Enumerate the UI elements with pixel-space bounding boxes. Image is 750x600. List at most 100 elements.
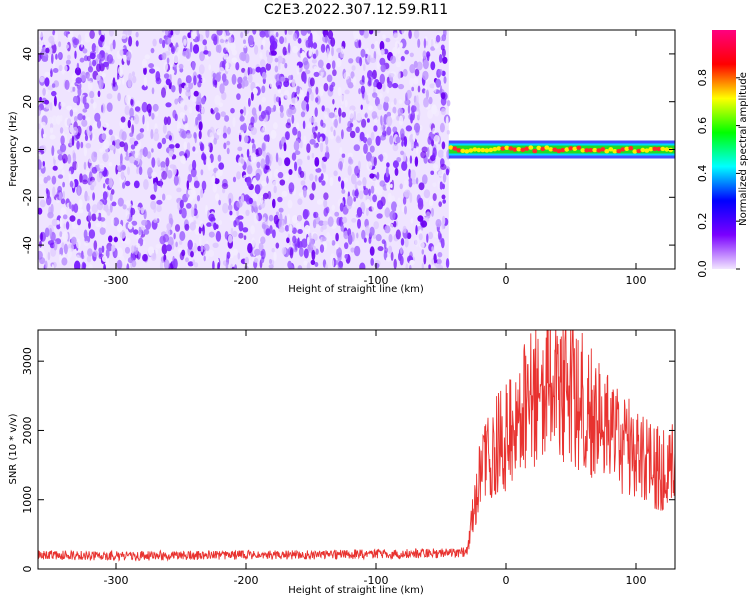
spectrogram-cell: [359, 57, 363, 67]
spectrogram-cell: [108, 235, 113, 243]
spectrogram-cell: [201, 97, 206, 105]
spectrogram-cell: [415, 177, 419, 185]
spectrogram-cell: [379, 153, 384, 163]
spectrogram-cell: [388, 234, 393, 243]
spectrogram-cell: [397, 47, 401, 55]
spectrogram-cell: [296, 158, 303, 166]
spectrogram-cell: [101, 30, 105, 36]
spectrogram-cell: [312, 31, 318, 40]
spectrogram-cell: [102, 152, 109, 163]
spectrogram-cell: [343, 71, 350, 80]
spectrogram-cell: [306, 143, 311, 154]
spectrogram-cell: [311, 249, 316, 261]
spectrogram-cell: [250, 127, 257, 135]
spectrogram-cell: [189, 41, 193, 53]
spectrogram-cell: [440, 96, 447, 106]
spectrogram-cell: [138, 166, 143, 175]
spectrogram-cell: [95, 222, 101, 228]
spectrogram-cell: [130, 98, 134, 106]
spectrogram-cell: [222, 30, 226, 40]
spectrogram-cell: [440, 92, 446, 100]
spectrogram-cell: [124, 180, 131, 187]
spectrogram-cell: [313, 211, 319, 218]
spectrogram-cell: [341, 153, 346, 158]
spectrogram-cell: [84, 33, 90, 41]
spectrogram-cell: [356, 207, 363, 218]
spectrogram-cell: [240, 31, 244, 39]
spectrogram-cell: [276, 105, 282, 113]
spectrogram-cell: [186, 86, 191, 93]
spectrogram-cell: [106, 93, 113, 100]
spectrogram-cell: [166, 244, 172, 252]
spectrogram-cell: [385, 166, 389, 178]
spectrogram-cell: [175, 143, 180, 149]
spectrogram-cell: [338, 161, 343, 170]
spectrogram-cell: [329, 235, 333, 246]
spectrogram-cell: [207, 163, 211, 171]
spectrogram-cell: [304, 224, 311, 234]
spectrogram-cell: [346, 126, 353, 132]
spectrogram-cell: [344, 99, 348, 108]
spectrogram-cell: [186, 142, 191, 151]
spectrogram-cell: [355, 240, 360, 246]
spectrogram-cell: [413, 122, 421, 133]
spectrogram-cell: [297, 229, 303, 234]
spectrogram-cell: [190, 167, 197, 178]
spectrogram-cell: [440, 238, 445, 249]
spectrogram-cell: [95, 45, 99, 54]
spectrogram-cell: [109, 144, 115, 151]
spectrogram-cell: [187, 32, 192, 39]
spectrogram-cell: [103, 183, 106, 189]
spectrogram-cell: [386, 111, 392, 117]
spectrogram-cell: [366, 118, 370, 123]
spectrogram-cell: [431, 246, 434, 252]
spectrogram-cell: [306, 103, 310, 112]
spectrogram-cell: [260, 236, 266, 244]
spectrogram-cell: [86, 195, 90, 201]
spectrogram-cell: [128, 36, 133, 47]
spectrogram-cell: [427, 221, 431, 226]
spectrogram-cell: [199, 220, 203, 229]
spectrogram-cell: [162, 193, 166, 201]
spectrogram-cell: [87, 66, 94, 73]
spectrogram-cell: [430, 61, 436, 71]
spectrogram-cell: [88, 211, 92, 222]
spectrogram-cell: [363, 143, 368, 154]
spectrogram-cell: [155, 243, 161, 249]
spectrogram-cell: [212, 260, 215, 269]
spectrogram-cell: [260, 195, 264, 205]
spectrogram-cell: [261, 85, 266, 94]
spectrogram-cell: [62, 214, 68, 220]
spectrogram-cell: [173, 174, 179, 186]
spectrogram-cell: [260, 248, 266, 260]
spectrogram-cell: [92, 101, 97, 109]
spectrogram-cell: [127, 119, 131, 129]
spectrogram-cell: [185, 257, 189, 263]
spectrogram-cell: [254, 44, 259, 55]
signal-peak: [500, 146, 506, 151]
spectrogram-cell: [150, 129, 154, 140]
spectrogram-cell: [261, 180, 267, 187]
spectrogram-cell: [354, 32, 358, 43]
spectrogram-cell: [338, 176, 341, 182]
spectrogram-cell: [302, 57, 309, 66]
spectrogram-cell: [369, 145, 375, 153]
spectrogram-cell: [40, 232, 43, 242]
spectrogram-cell: [394, 167, 399, 176]
spectrogram-cell: [38, 132, 41, 143]
spectrogram-cell: [263, 134, 270, 142]
spectrogram-cell: [284, 172, 289, 182]
signal-peak: [536, 145, 542, 151]
spectrogram-cell: [417, 197, 424, 207]
spectrogram-cell: [440, 163, 447, 170]
spectrogram-cell: [225, 41, 230, 51]
spectrogram-cell: [116, 247, 123, 258]
spectrogram-cell: [146, 121, 149, 132]
spectrogram-cell: [136, 134, 142, 141]
spectrogram-cell: [223, 53, 229, 60]
spectrogram-cell: [299, 140, 303, 149]
spectrogram-cell: [348, 156, 352, 164]
spectrogram-cell: [72, 86, 76, 92]
snr-y-tick-label: 0: [21, 566, 34, 573]
spectrogram-cell: [355, 126, 360, 134]
